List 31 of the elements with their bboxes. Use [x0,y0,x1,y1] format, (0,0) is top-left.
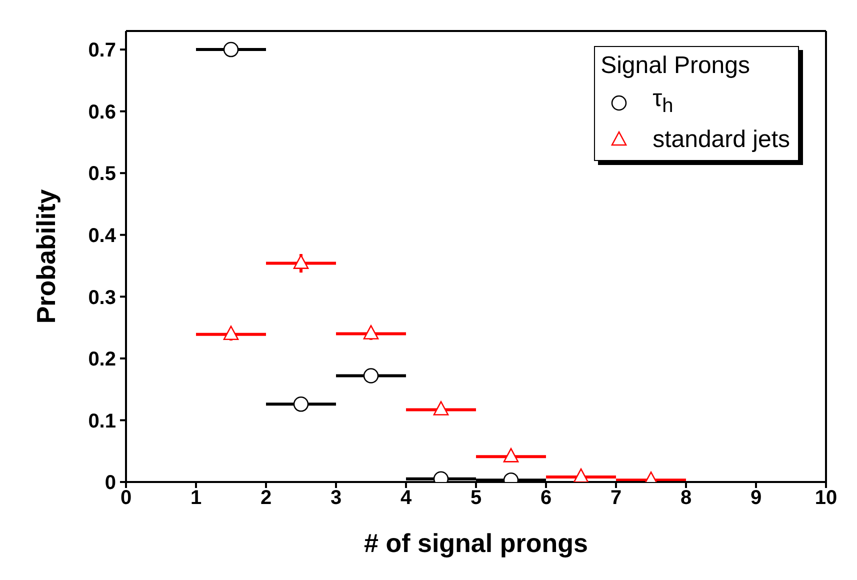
y-tick-label: 0 [104,472,116,494]
x-tick-label: 7 [610,487,622,510]
x-tick-label: 2 [260,487,272,510]
x-tick-label: 1 [190,487,202,510]
x-tick-label: 10 [814,487,838,510]
y-tick-label: 0.2 [88,348,116,371]
point [293,254,309,269]
y-tick-label: 0.5 [88,163,116,186]
x-axis-title: # of signal prongs [364,528,588,558]
point [503,448,519,462]
x-tick-label: 0 [120,487,132,510]
legend-title: Signal Prongs [600,51,752,81]
legend-label: standard jets [652,124,790,155]
x-tick-label: 8 [680,487,692,510]
y-axis-title: Probability [31,188,62,324]
legend-label: τ$_{h}$ [652,84,674,119]
y-tick-label: 0.7 [88,40,116,62]
point [573,468,589,482]
y-tick-label: 0.4 [88,224,117,247]
y-tick-label: 0.1 [88,410,116,432]
x-tick-label: 9 [750,487,762,510]
point [433,401,449,416]
point [223,42,239,58]
x-tick-label: 3 [330,487,342,510]
x-tick-label: 4 [400,487,412,510]
y-tick-label: 0.3 [88,286,116,309]
y-tick-label: 0.6 [88,101,116,124]
x-tick-label: 6 [540,487,552,510]
x-tick-label: 5 [470,487,482,510]
point [223,326,239,340]
point [363,325,379,340]
